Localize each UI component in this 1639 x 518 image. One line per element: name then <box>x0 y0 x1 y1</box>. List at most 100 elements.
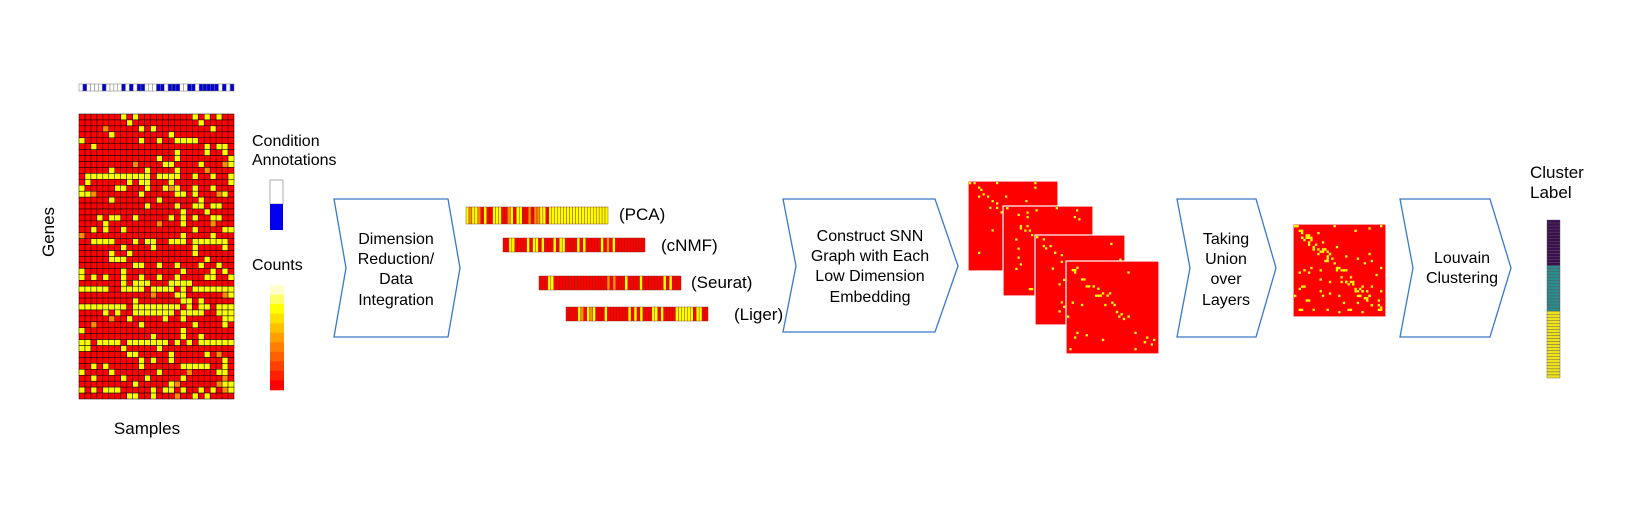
graph-edge <box>1347 283 1350 286</box>
heatmap-cell <box>102 280 110 287</box>
condition-cell <box>229 83 235 92</box>
heatmap-cell <box>150 369 157 376</box>
embedding-cell <box>538 275 543 291</box>
heatmap-cell <box>108 380 116 388</box>
heatmap-cell <box>78 321 86 328</box>
condition-cell <box>218 83 223 92</box>
condition-cell <box>86 83 91 92</box>
embedding-cell <box>507 206 511 225</box>
heatmap-cell <box>227 226 235 233</box>
heatmap-cell <box>174 291 181 299</box>
heatmap-cell <box>180 143 187 150</box>
graph-edge <box>996 202 999 205</box>
embedding-cell <box>568 306 573 322</box>
step-construct-snn: Construct SNN Graph with Each Low Dimens… <box>782 198 959 333</box>
graph-edge <box>1356 301 1360 305</box>
heatmap-cell <box>132 155 139 162</box>
graph-edge <box>1370 285 1374 288</box>
heatmap-cell <box>215 380 223 388</box>
heatmap-cell <box>156 125 163 133</box>
graph-edge <box>1335 245 1339 249</box>
heatmap-cell <box>209 386 217 394</box>
heatmap-cell <box>203 185 211 192</box>
graph-edge <box>1352 283 1355 286</box>
heatmap-cell <box>132 137 139 144</box>
heatmap-cell <box>90 220 98 228</box>
embedding-cell <box>560 206 564 225</box>
step-taking-union: Taking Union over Layers <box>1176 198 1277 338</box>
heatmap-cell <box>203 220 211 228</box>
heatmap-cell <box>227 256 235 263</box>
heatmap-cell <box>162 321 169 328</box>
heatmap-cell <box>84 369 92 376</box>
graph-edge <box>1319 278 1322 281</box>
heatmap-cell <box>186 268 193 275</box>
heatmap-cell <box>126 143 133 150</box>
graph-edge <box>1368 252 1371 256</box>
heatmap-cell <box>144 119 151 127</box>
heatmap-cell <box>203 226 211 233</box>
heatmap-cell <box>138 339 145 346</box>
heatmap-cell <box>227 351 235 358</box>
graph-edge <box>1017 247 1020 250</box>
embedding-cell <box>571 275 575 291</box>
heatmap-cell <box>156 392 163 400</box>
graph-edge <box>996 206 999 209</box>
graph-edge <box>978 186 981 189</box>
heatmap-cell <box>168 119 175 127</box>
heatmap-cell <box>144 244 151 251</box>
step-label-line: Data <box>379 271 413 288</box>
heatmap-cell <box>102 315 110 323</box>
heatmap-cell <box>114 351 121 358</box>
heatmap-cell <box>168 131 175 138</box>
heatmap-cell <box>108 214 116 222</box>
heatmap-cell <box>132 291 139 299</box>
graph-edge <box>1296 225 1299 228</box>
heatmap-cell <box>78 119 86 127</box>
graph-edge <box>1335 266 1339 270</box>
heatmap-cell <box>180 280 187 287</box>
heatmap-cell <box>203 386 211 394</box>
embedding-cell <box>645 275 649 291</box>
heatmap-cell <box>108 262 116 269</box>
graph-edge <box>1328 280 1332 284</box>
heatmap-cell <box>215 363 223 370</box>
heatmap-cell <box>138 173 145 180</box>
heatmap-cell <box>221 369 229 376</box>
graph-edge <box>1328 292 1332 295</box>
heatmap-cell <box>215 303 223 311</box>
condition-cell <box>148 83 153 92</box>
heatmap-cell <box>90 386 98 394</box>
heatmap-cell <box>114 232 121 239</box>
embedding-cell <box>612 237 616 253</box>
heatmap-cell <box>150 303 157 311</box>
heatmap-cell <box>126 327 133 334</box>
heatmap-cell <box>120 244 127 251</box>
heatmap-cell <box>150 339 157 346</box>
heatmap-cell <box>215 196 223 204</box>
heatmap-cell <box>215 137 223 144</box>
heatmap-cell <box>144 327 151 334</box>
heatmap-cell <box>221 351 229 358</box>
heatmap-cell <box>84 220 92 228</box>
heatmap-cell <box>156 274 163 281</box>
heatmap-cell <box>197 125 205 133</box>
heatmap-cell <box>221 297 229 305</box>
heatmap-cell <box>102 167 110 174</box>
heatmap-cell <box>227 339 235 346</box>
heatmap-cell <box>102 244 110 251</box>
heatmap-cell <box>102 226 110 233</box>
heatmap-cell <box>90 244 98 251</box>
heatmap-cell <box>114 375 121 382</box>
heatmap-cell <box>132 256 139 263</box>
heatmap-cell <box>174 208 181 216</box>
heatmap-cell <box>186 149 193 156</box>
heatmap-cell <box>96 185 104 192</box>
heatmap-cell <box>203 345 211 352</box>
heatmap-cell <box>84 232 92 239</box>
graph-edge <box>1356 294 1360 298</box>
heatmap-cell <box>90 167 98 174</box>
heatmap-cell <box>227 214 235 222</box>
embedding-cell <box>583 275 587 291</box>
heatmap-cell <box>215 351 223 358</box>
